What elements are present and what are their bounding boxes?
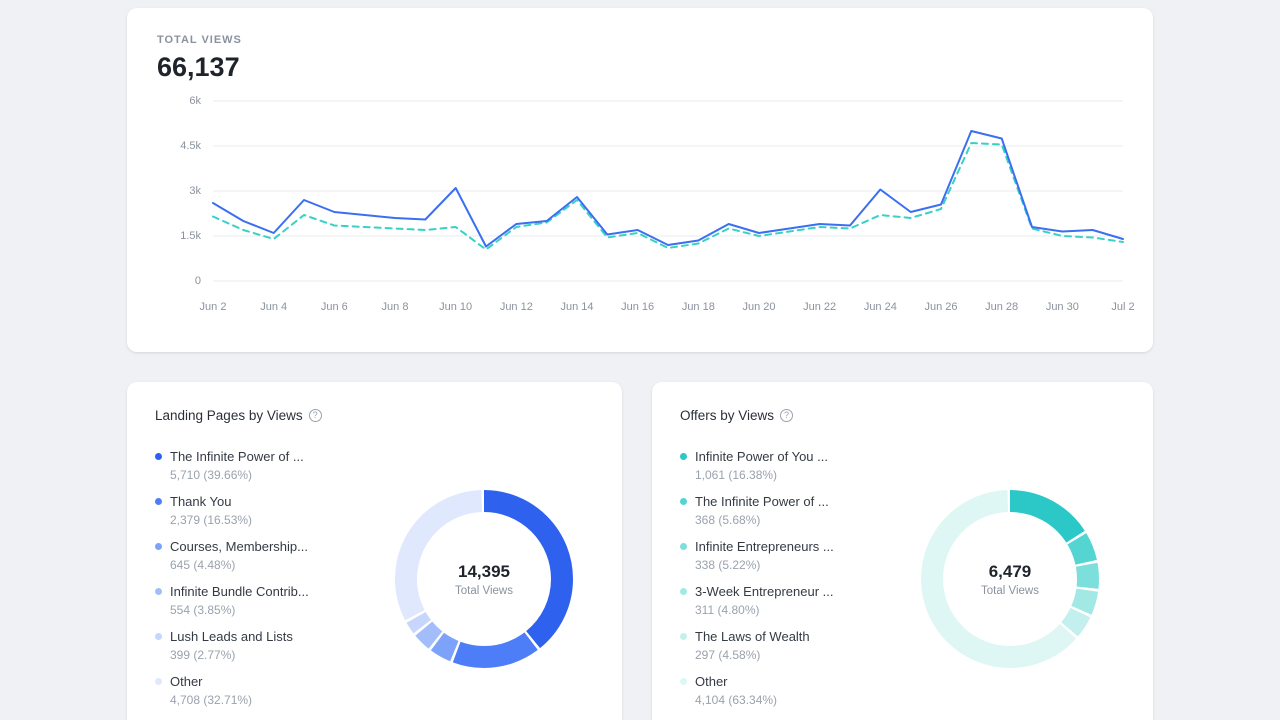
legend-item: The Infinite Power of ... 368 (5.68%)	[680, 494, 892, 527]
donut-chart-svg[interactable]	[393, 488, 575, 670]
y-axis-label: 3k	[189, 185, 201, 197]
legend-label: Other	[170, 674, 203, 689]
legend-label: The Infinite Power of ...	[695, 494, 829, 509]
legend-label: Infinite Bundle Contrib...	[170, 584, 309, 599]
offers-donut[interactable]: 6,479 Total Views	[919, 488, 1101, 670]
legend-value: 4,104 (63.34%)	[695, 693, 778, 707]
legend-item: Infinite Bundle Contrib... 554 (3.85%)	[155, 584, 367, 617]
legend-value: 1,061 (16.38%)	[695, 468, 778, 482]
x-axis-label: Jun 6	[320, 301, 348, 313]
legend-label: Courses, Membership...	[170, 539, 308, 554]
legend-label: Other	[695, 674, 728, 689]
donut-segment[interactable]	[921, 490, 1099, 668]
legend-dot	[155, 633, 162, 640]
landing-pages-legend: The Infinite Power of ... 5,710 (39.66%)…	[155, 449, 367, 707]
x-axis-label: Jun 4	[260, 301, 288, 313]
x-axis-label: Jul 2	[1111, 301, 1135, 313]
line-chart: 6k 4.5k 3k 1.5k 0	[157, 95, 1123, 287]
y-axis: 6k 4.5k 3k 1.5k 0	[157, 95, 213, 287]
donut-segment[interactable]	[921, 490, 1099, 668]
x-axis-label: Jun 8	[381, 301, 409, 313]
x-axis-label: Jun 26	[924, 301, 958, 313]
total-views-value: 66,137	[157, 52, 240, 82]
legend-item: The Laws of Wealth 297 (4.58%)	[680, 629, 892, 662]
legend-item: Other 4,104 (63.34%)	[680, 674, 892, 707]
legend-dot	[155, 543, 162, 550]
total-views-card: TOTAL VIEWS 66,137 6k 4.5k 3k 1.5k 0 Jun 2 Ju…	[127, 8, 1153, 352]
y-axis-label: 1.5k	[180, 230, 201, 242]
legend-label: 3-Week Entrepreneur ...	[695, 584, 834, 599]
legend-value: 5,710 (39.66%)	[170, 468, 253, 482]
donut-segment[interactable]	[395, 490, 573, 668]
legend-dot	[680, 453, 687, 460]
legend-value: 2,379 (16.53%)	[170, 513, 253, 527]
legend-item: 3-Week Entrepreneur ... 311 (4.80%)	[680, 584, 892, 617]
donut-segment[interactable]	[395, 490, 573, 668]
legend-dot	[155, 498, 162, 505]
x-axis-label: Jun 24	[863, 301, 897, 313]
donut-segment[interactable]	[395, 490, 573, 668]
legend-item: Infinite Power of You ... 1,061 (16.38%)	[680, 449, 892, 482]
landing-pages-title: Landing Pages by Views	[155, 408, 303, 423]
line-chart-plot[interactable]	[213, 101, 1123, 281]
x-axis-label: Jun 30	[1045, 301, 1079, 313]
landing-pages-card: Landing Pages by Views ? The Infinite Po…	[127, 382, 622, 720]
y-axis-label: 6k	[189, 95, 201, 107]
x-axis-label: Jun 20	[742, 301, 776, 313]
legend-dot	[680, 543, 687, 550]
donut-chart-svg[interactable]	[919, 488, 1101, 670]
legend-label: Infinite Entrepreneurs ...	[695, 539, 834, 554]
line-series-solid	[213, 131, 1123, 247]
legend-dot	[155, 588, 162, 595]
x-axis-label: Jun 28	[985, 301, 1019, 313]
legend-label: The Laws of Wealth	[695, 629, 810, 644]
y-axis-label: 4.5k	[180, 140, 201, 152]
legend-item: Other 4,708 (32.71%)	[155, 674, 367, 707]
legend-value: 645 (4.48%)	[170, 558, 236, 572]
x-axis-label: Jun 12	[499, 301, 533, 313]
legend-label: Lush Leads and Lists	[170, 629, 293, 644]
legend-item: Infinite Entrepreneurs ... 338 (5.22%)	[680, 539, 892, 572]
legend-item: Thank You 2,379 (16.53%)	[155, 494, 367, 527]
legend-dot	[680, 678, 687, 685]
offers-title: Offers by Views	[680, 408, 775, 423]
legend-value: 4,708 (32.71%)	[170, 693, 253, 707]
legend-value: 338 (5.22%)	[695, 558, 761, 572]
legend-dot	[155, 678, 162, 685]
y-axis-label: 0	[194, 275, 201, 287]
x-axis: Jun 2 Jun 4 Jun 6 Jun 8 Jun 10 Jun 12 Jun 14 Ju…	[200, 293, 1135, 319]
legend-value: 297 (4.58%)	[695, 648, 761, 662]
x-axis-label: Jun 22	[803, 301, 837, 313]
legend-dot	[680, 588, 687, 595]
legend-value: 311 (4.80%)	[695, 603, 760, 617]
x-axis-label: Jun 10	[439, 301, 473, 313]
x-axis-label: Jun 18	[681, 301, 715, 313]
legend-label: Infinite Power of You ...	[695, 449, 828, 464]
legend-item: Courses, Membership... 645 (4.48%)	[155, 539, 367, 572]
donut-segment[interactable]	[921, 490, 1099, 668]
offers-legend: Infinite Power of You ... 1,061 (16.38%)…	[680, 449, 892, 707]
legend-dot	[680, 498, 687, 505]
legend-item: Lush Leads and Lists 399 (2.77%)	[155, 629, 367, 662]
x-axis-label: Jun 14	[560, 301, 594, 313]
legend-dot	[155, 453, 162, 460]
legend-dot	[680, 633, 687, 640]
legend-label: The Infinite Power of ...	[170, 449, 304, 464]
info-icon[interactable]: ?	[308, 409, 322, 422]
legend-value: 554 (3.85%)	[170, 603, 236, 617]
legend-value: 368 (5.68%)	[695, 513, 761, 527]
x-axis-label: Jun 16	[621, 301, 655, 313]
line-chart-svg[interactable]	[213, 101, 1123, 281]
landing-pages-donut[interactable]: 14,395 Total Views	[393, 488, 575, 670]
offers-card: Offers by Views ? Infinite Power of You …	[652, 382, 1153, 720]
legend-item: The Infinite Power of ... 5,710 (39.66%)	[155, 449, 367, 482]
x-axis-label: Jun 2	[199, 301, 227, 313]
legend-label: Thank You	[170, 494, 232, 509]
info-icon[interactable]: ?	[780, 409, 794, 422]
legend-value: 399 (2.77%)	[170, 648, 236, 662]
total-views-label: TOTAL VIEWS	[157, 34, 242, 46]
line-series-dashed	[213, 143, 1123, 250]
